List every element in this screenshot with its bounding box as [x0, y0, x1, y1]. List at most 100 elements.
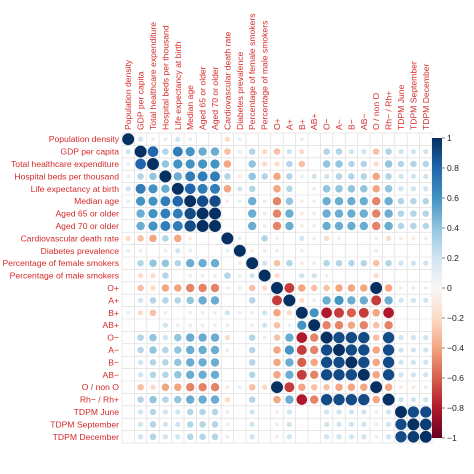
correlation-point	[360, 284, 368, 292]
correlation-point	[422, 197, 430, 205]
correlation-point	[350, 249, 353, 252]
correlation-point	[275, 422, 279, 427]
correlation-point	[410, 359, 417, 366]
correlation-point	[321, 307, 332, 319]
correlation-point	[320, 393, 333, 406]
correlation-point	[308, 319, 321, 332]
correlation-point	[248, 172, 256, 181]
correlation-point	[127, 423, 130, 426]
correlation-point	[348, 173, 355, 180]
correlation-point	[273, 346, 281, 354]
correlation-point	[424, 274, 427, 277]
correlation-point	[398, 186, 404, 192]
correlation-point	[398, 148, 404, 155]
correlation-point	[372, 172, 380, 181]
correlation-point	[225, 422, 230, 427]
correlation-point	[163, 137, 168, 142]
correlation-point	[423, 359, 429, 366]
correlation-point	[423, 385, 428, 390]
correlation-point	[149, 333, 157, 342]
correlation-point	[273, 309, 281, 317]
correlation-point	[322, 296, 331, 305]
row-label: Hospital beds per thousand	[14, 171, 119, 181]
correlation-point	[214, 249, 216, 252]
correlation-point	[263, 187, 266, 190]
correlation-point	[199, 433, 206, 441]
correlation-point	[174, 395, 182, 404]
correlation-point	[288, 237, 291, 240]
correlation-point	[149, 297, 157, 304]
correlation-point	[382, 369, 395, 381]
correlation-point	[147, 146, 159, 157]
correlation-point	[226, 299, 229, 302]
column-label: O+	[272, 118, 282, 130]
correlation-point	[184, 220, 196, 232]
correlation-point	[347, 284, 356, 292]
correlation-point	[412, 274, 415, 277]
correlation-point	[283, 294, 296, 307]
correlation-point	[309, 370, 319, 380]
correlation-point	[148, 208, 158, 219]
correlation-point	[249, 272, 255, 279]
correlation-point	[137, 173, 144, 180]
correlation-point	[188, 310, 193, 315]
correlation-point	[185, 333, 195, 342]
correlation-point	[423, 186, 429, 192]
correlation-point	[261, 285, 268, 291]
correlation-point	[162, 359, 169, 366]
correlation-point	[285, 370, 294, 380]
correlation-point	[262, 211, 267, 216]
correlation-point	[175, 409, 181, 415]
correlation-point	[273, 358, 281, 367]
correlation-point	[137, 334, 144, 341]
correlation-point	[297, 357, 307, 368]
correlation-point	[374, 248, 379, 253]
correlation-point	[185, 283, 195, 293]
correlation-point	[412, 249, 415, 252]
correlation-point	[360, 185, 368, 193]
correlation-point	[148, 196, 158, 206]
correlation-point	[200, 323, 205, 328]
correlation-point	[185, 171, 196, 182]
column-label: A+	[284, 119, 294, 130]
correlation-point	[173, 159, 183, 169]
correlation-point	[359, 320, 369, 330]
correlation-point	[249, 421, 255, 428]
correlation-point	[347, 209, 356, 218]
correlation-point	[347, 296, 356, 305]
correlation-point	[362, 249, 365, 252]
correlation-point	[188, 248, 193, 253]
correlation-point	[135, 196, 146, 206]
correlation-point	[162, 322, 169, 328]
column-label: A−	[334, 119, 344, 130]
correlation-point	[233, 244, 246, 257]
correlation-point	[371, 196, 381, 206]
correlation-point	[149, 309, 157, 317]
correlation-point	[335, 148, 343, 155]
correlation-point	[210, 183, 220, 194]
correlation-point	[261, 148, 268, 155]
column-label: Percentage of male smokers	[260, 21, 270, 130]
correlation-point	[324, 273, 329, 278]
correlation-point	[149, 371, 157, 379]
correlation-point	[210, 370, 220, 380]
correlation-point	[345, 369, 358, 381]
correlation-point	[313, 411, 316, 413]
correlation-point	[247, 221, 257, 231]
correlation-point	[127, 274, 130, 277]
correlation-point	[348, 434, 355, 440]
correlation-point	[357, 368, 370, 381]
correlation-point	[226, 361, 229, 364]
correlation-point	[313, 163, 316, 165]
correlation-point	[347, 221, 356, 231]
correlation-point	[285, 358, 294, 367]
correlation-point	[410, 173, 417, 180]
correlation-point	[333, 356, 345, 369]
correlation-point	[213, 310, 217, 315]
correlation-point	[248, 346, 256, 354]
correlation-point	[286, 421, 293, 428]
column-label: Population density	[123, 59, 133, 130]
correlation-point	[362, 138, 365, 141]
correlation-point	[174, 297, 182, 304]
correlation-point	[224, 310, 231, 316]
